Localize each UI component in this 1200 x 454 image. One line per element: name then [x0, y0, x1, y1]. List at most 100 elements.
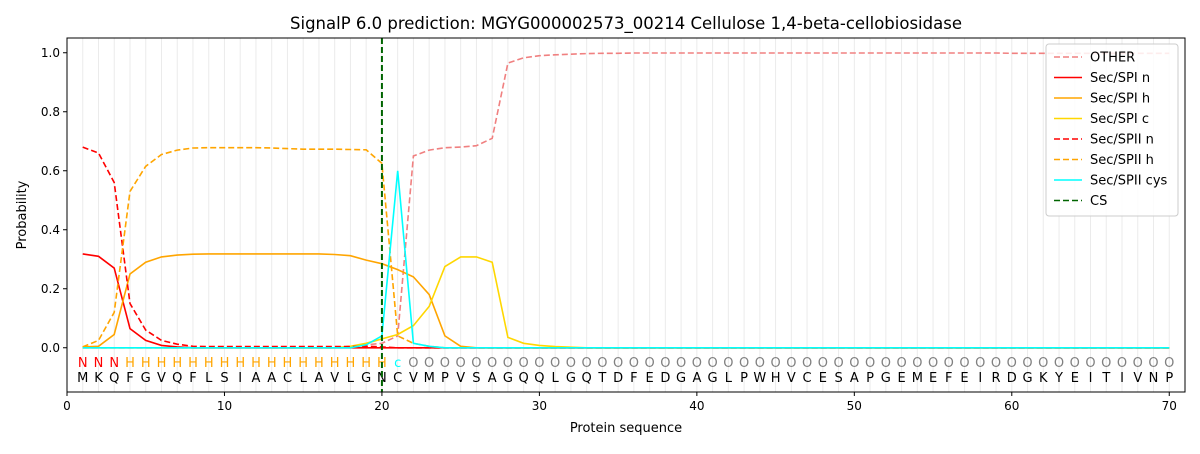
- region-label: O: [928, 356, 938, 371]
- region-label: O: [613, 356, 623, 371]
- region-label: O: [944, 356, 954, 371]
- region-label: H: [330, 356, 340, 371]
- region-label: O: [1022, 356, 1032, 371]
- region-label: O: [597, 356, 607, 371]
- region-label: N: [78, 356, 88, 371]
- region-label: O: [550, 356, 560, 371]
- legend: OTHER Sec/SPI n Sec/SPI h Sec/SPI c Sec/SPII…: [1045, 43, 1179, 217]
- series-sec-spi-h-line: [82, 253, 1170, 349]
- region-label: O: [1133, 356, 1143, 371]
- region-label: O: [1148, 356, 1158, 371]
- x-tick-label: 30: [532, 399, 547, 413]
- region-label: O: [818, 356, 828, 371]
- region-label: O: [534, 356, 544, 371]
- region-label: O: [896, 356, 906, 371]
- region-label: O: [424, 356, 434, 371]
- sequence-annotation: MKQFGVQFLSIAACLAVLGNCVMPVSAGQQLGQTDFEDGA…: [77, 356, 1174, 386]
- legend-box: [1045, 43, 1179, 217]
- y-tick-label: 0.6: [41, 164, 60, 178]
- region-label: O: [1085, 356, 1095, 371]
- x-axis-label: Protein sequence: [570, 421, 682, 436]
- region-label: O: [707, 356, 717, 371]
- region-label: H: [204, 356, 214, 371]
- region-label: O: [1070, 356, 1080, 371]
- x-tick-label: 40: [689, 399, 704, 413]
- region-label: O: [881, 356, 891, 371]
- region-label: O: [676, 356, 686, 371]
- region-label: H: [361, 356, 371, 371]
- y-tick-label: 1.0: [41, 46, 60, 60]
- region-label: O: [645, 356, 655, 371]
- region-label: O: [755, 356, 765, 371]
- region-label: O: [487, 356, 497, 371]
- region-label: H: [220, 356, 230, 371]
- x-tick-label: 70: [1162, 399, 1177, 413]
- x-tick-label: 50: [847, 399, 862, 413]
- region-label: O: [582, 356, 592, 371]
- region-label: c: [394, 356, 401, 371]
- region-label: H: [172, 356, 182, 371]
- region-label: O: [440, 356, 450, 371]
- legend-entry: CS: [1090, 194, 1107, 209]
- region-label: O: [503, 356, 513, 371]
- region-label: O: [802, 356, 812, 371]
- series-other-line: [82, 52, 1170, 349]
- region-label: H: [141, 356, 151, 371]
- region-label: H: [157, 356, 167, 371]
- region-label: O: [566, 356, 576, 371]
- region-label: H: [298, 356, 308, 371]
- region-label: O: [959, 356, 969, 371]
- series-sec-spii-cys-line: [82, 170, 1170, 349]
- region-label: O: [1054, 356, 1064, 371]
- legend-entry: Sec/SPII n: [1090, 133, 1154, 148]
- region-label: O: [408, 356, 418, 371]
- region-label: N: [94, 356, 104, 371]
- region-label: O: [833, 356, 843, 371]
- region-label: O: [692, 356, 702, 371]
- region-label: H: [188, 356, 198, 371]
- region-label: O: [786, 356, 796, 371]
- region-label: O: [975, 356, 985, 371]
- x-tick-label: 20: [374, 399, 389, 413]
- region-label: H: [125, 356, 135, 371]
- region-label: H: [346, 356, 356, 371]
- series-sec-spii-n-line: [82, 146, 1170, 349]
- legend-entry: OTHER: [1090, 51, 1135, 66]
- region-label: O: [912, 356, 922, 371]
- region-label: H: [283, 356, 293, 371]
- y-tick-label: 0.2: [41, 282, 60, 296]
- legend-entry: Sec/SPII h: [1090, 153, 1154, 168]
- chart-title: SignalP 6.0 prediction: MGYG000002573_00…: [290, 14, 962, 34]
- legend-entry: Sec/SPI n: [1090, 71, 1150, 86]
- region-label: O: [770, 356, 780, 371]
- region-label: O: [519, 356, 529, 371]
- series-sec-spi-n-line: [82, 253, 1170, 349]
- series-sec-spii-h-line: [82, 146, 1170, 349]
- region-label: H: [314, 356, 324, 371]
- region-label: O: [1164, 356, 1174, 371]
- region-label: O: [849, 356, 859, 371]
- region-label: O: [865, 356, 875, 371]
- legend-entry: Sec/SPII cys: [1090, 174, 1168, 189]
- y-tick-label: 0.4: [41, 223, 60, 237]
- region-label: O: [1101, 356, 1111, 371]
- region-label: H: [235, 356, 245, 371]
- y-tick-label: 0.8: [41, 105, 60, 119]
- axis-ticks: 0 10 20 30 40 50 60 70 0.0 0.2 0.4 0.6 0.8 1.0: [41, 46, 1177, 413]
- legend-entry: Sec/SPI h: [1090, 92, 1150, 107]
- region-label: O: [1117, 356, 1127, 371]
- region-label: O: [660, 356, 670, 371]
- region-label: H: [251, 356, 261, 371]
- x-tick-label: 60: [1004, 399, 1019, 413]
- legend-entry: Sec/SPI c: [1090, 112, 1149, 127]
- x-tick-label: 10: [217, 399, 232, 413]
- region-label: O: [456, 356, 466, 371]
- series-lines: [82, 38, 1170, 392]
- x-tick-label: 0: [63, 399, 71, 413]
- plot-frame: [66, 37, 1186, 393]
- region-label: O: [471, 356, 481, 371]
- y-axis-label: Probability: [15, 180, 30, 249]
- series-sec-spi-c-line: [82, 256, 1170, 349]
